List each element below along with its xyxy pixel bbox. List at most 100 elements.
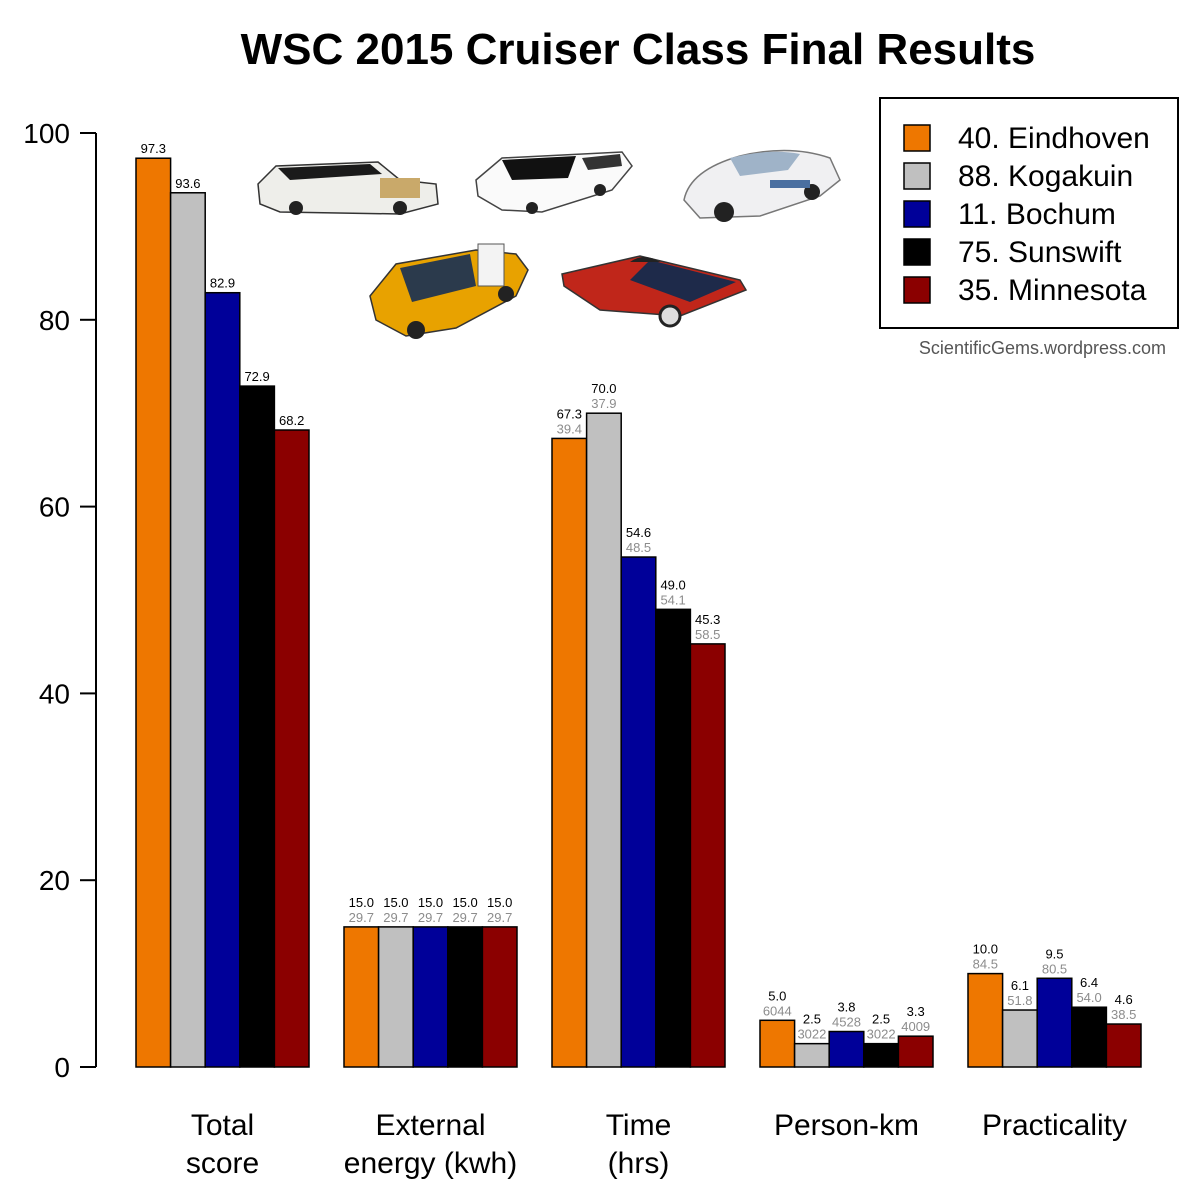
- y-tick-label: 60: [39, 492, 70, 523]
- legend: 40. Eindhoven 88. Kogakuin 11. Bochum 75. S…: [879, 97, 1179, 329]
- y-tick-label: 100: [23, 118, 70, 149]
- legend-label: 40. Eindhoven: [958, 122, 1150, 155]
- value-label: 9.5: [1045, 946, 1063, 961]
- value-label: 2.5: [872, 1012, 890, 1027]
- bar: [620, 556, 657, 1068]
- bars-group: [135, 157, 1142, 1068]
- credit-text: ScientificGems.wordpress.com: [919, 338, 1166, 358]
- value-sublabel: 54.0: [1076, 990, 1101, 1005]
- bar: [1105, 1023, 1142, 1068]
- x-axis-labels: Total score External energy (kwh) Time (hrs) P…: [186, 1109, 1127, 1180]
- legend-label: 75. Sunswift: [958, 236, 1122, 269]
- legend-label: 35. Minnesota: [958, 274, 1147, 307]
- value-sublabel: 48.5: [626, 540, 651, 555]
- y-axis: 0 20 40 60 80 100: [23, 118, 97, 1083]
- value-label: 67.3: [557, 406, 582, 421]
- bar: [273, 429, 310, 1068]
- value-label: 97.3: [141, 141, 166, 156]
- y-tick-label: 80: [39, 305, 70, 336]
- value-sublabel: 3022: [797, 1027, 826, 1042]
- value-sublabel: 80.5: [1042, 961, 1067, 976]
- legend-label: 88. Kogakuin: [958, 160, 1133, 193]
- value-sublabel: 58.5: [695, 627, 720, 642]
- value-sublabel: 29.7: [487, 910, 512, 925]
- bar: [967, 972, 1004, 1068]
- bar: [585, 412, 622, 1068]
- value-label: 15.0: [487, 895, 512, 910]
- value-label: 5.0: [768, 988, 786, 1003]
- value-label: 4.6: [1115, 992, 1133, 1007]
- value-label: 3.8: [837, 1000, 855, 1015]
- legend-label: 11. Bochum: [958, 198, 1116, 231]
- bar: [135, 157, 172, 1068]
- value-label: 82.9: [210, 276, 235, 291]
- legend-swatch: [903, 238, 931, 266]
- bar: [793, 1042, 830, 1068]
- bar: [343, 926, 380, 1068]
- car-photo-bochum: [683, 149, 841, 222]
- bar: [481, 926, 518, 1068]
- x-category-label-line2: energy (kwh): [344, 1147, 517, 1180]
- y-tick-label: 20: [39, 865, 70, 896]
- x-category-label: Practicality: [982, 1109, 1127, 1142]
- value-sublabel: 54.1: [660, 592, 685, 607]
- value-label: 6.4: [1080, 975, 1098, 990]
- bar: [204, 291, 241, 1068]
- value-sublabel: 29.7: [383, 910, 408, 925]
- value-sublabel: 3022: [867, 1027, 896, 1042]
- bar: [1036, 977, 1073, 1068]
- value-label: 93.6: [175, 176, 200, 191]
- y-tick-label: 0: [54, 1052, 70, 1083]
- value-sublabel: 6044: [763, 1003, 792, 1018]
- legend-swatch: [903, 162, 931, 190]
- x-category-label: Time: [606, 1109, 672, 1142]
- value-labels-group: 97.315.029.767.339.45.0604410.084.593.61…: [141, 141, 1137, 1041]
- value-label: 6.1: [1011, 978, 1029, 993]
- value-label: 2.5: [803, 1012, 821, 1027]
- value-label: 68.2: [279, 413, 304, 428]
- value-sublabel: 37.9: [591, 396, 616, 411]
- legend-swatch: [903, 200, 931, 228]
- bar: [239, 385, 276, 1068]
- car-photo-kogakuin: [475, 151, 633, 214]
- value-label: 15.0: [383, 895, 408, 910]
- value-label: 72.9: [244, 369, 269, 384]
- bar: [377, 926, 414, 1068]
- bar: [655, 608, 692, 1068]
- bar: [759, 1019, 796, 1068]
- legend-swatch: [903, 276, 931, 304]
- bar: [689, 643, 726, 1068]
- x-category-label-line2: (hrs): [608, 1147, 670, 1180]
- value-sublabel: 51.8: [1007, 993, 1032, 1008]
- value-label: 3.3: [907, 1004, 925, 1019]
- value-sublabel: 39.4: [557, 421, 582, 436]
- value-label: 70.0: [591, 381, 616, 396]
- x-category-label: Total: [191, 1109, 254, 1142]
- x-category-label: Person-km: [774, 1109, 919, 1142]
- bar: [828, 1030, 865, 1068]
- value-sublabel: 4528: [832, 1015, 861, 1030]
- bar: [169, 192, 206, 1068]
- value-label: 15.0: [418, 895, 443, 910]
- car-photo-minnesota: [561, 255, 748, 328]
- value-label: 15.0: [349, 895, 374, 910]
- value-label: 54.6: [626, 525, 651, 540]
- bar: [447, 926, 484, 1068]
- bar: [1001, 1009, 1038, 1068]
- value-label: 10.0: [973, 942, 998, 957]
- value-sublabel: 29.7: [418, 910, 443, 925]
- bar: [1071, 1006, 1108, 1068]
- x-category-label: External: [375, 1109, 485, 1142]
- bar: [863, 1042, 900, 1068]
- bar: [897, 1035, 934, 1068]
- bar: [551, 437, 588, 1068]
- car-photos: [257, 149, 841, 339]
- value-sublabel: 38.5: [1111, 1007, 1136, 1022]
- y-tick-label: 40: [39, 678, 70, 709]
- chart-title: WSC 2015 Cruiser Class Final Results: [241, 25, 1036, 74]
- value-sublabel: 29.7: [452, 910, 477, 925]
- value-label: 15.0: [452, 895, 477, 910]
- value-sublabel: 29.7: [349, 910, 374, 925]
- value-sublabel: 4009: [901, 1019, 930, 1034]
